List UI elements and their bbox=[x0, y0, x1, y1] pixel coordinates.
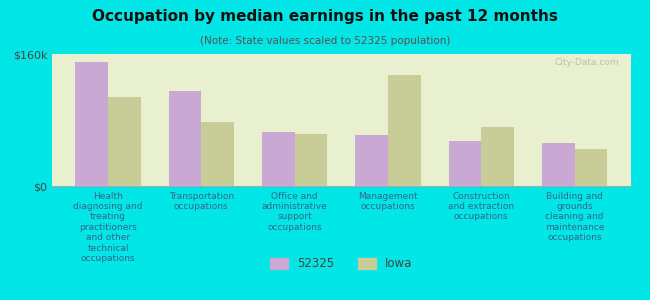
Bar bbox=[108, 97, 140, 186]
Bar bbox=[294, 134, 327, 186]
Bar bbox=[262, 132, 294, 186]
Text: City-Data.com: City-Data.com bbox=[554, 58, 619, 67]
Bar bbox=[542, 143, 575, 186]
Bar bbox=[202, 122, 234, 186]
Bar bbox=[448, 141, 481, 186]
Bar bbox=[75, 62, 108, 186]
Bar bbox=[481, 127, 514, 186]
Bar bbox=[388, 75, 421, 186]
Text: (Note: State values scaled to 52325 population): (Note: State values scaled to 52325 popu… bbox=[200, 36, 450, 46]
Bar bbox=[168, 91, 202, 186]
Bar bbox=[356, 135, 388, 186]
Text: Occupation by median earnings in the past 12 months: Occupation by median earnings in the pas… bbox=[92, 9, 558, 24]
Legend: 52325, Iowa: 52325, Iowa bbox=[265, 253, 417, 275]
Bar bbox=[575, 149, 607, 186]
